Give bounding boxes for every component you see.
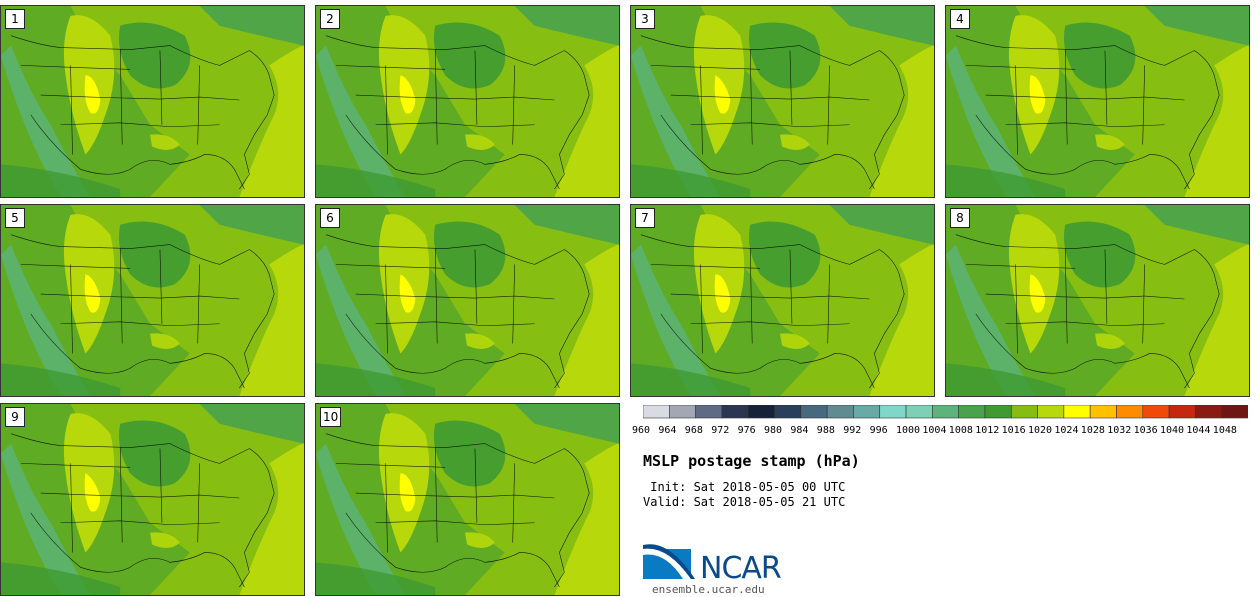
- colorbar-tick-label: 1048: [1212, 425, 1237, 436]
- colorbar-swatch: [984, 405, 1012, 419]
- colorbar-swatch: [905, 405, 933, 419]
- member-number-label: 2: [320, 9, 340, 29]
- colorbar-swatch: [1168, 405, 1196, 419]
- member-number-label: 8: [950, 208, 970, 228]
- mslp-field-map: [631, 6, 934, 197]
- mslp-field-map: [316, 205, 619, 396]
- colorbar-swatch: [1089, 405, 1117, 419]
- mslp-field-map: [1, 205, 304, 396]
- colorbar-swatch: [1010, 405, 1038, 419]
- colorbar-tick-label: 1044: [1186, 425, 1211, 436]
- postage-stamp-panel: 5: [0, 204, 305, 397]
- colorbar-tick-label: 1000: [896, 425, 921, 436]
- colorbar-tick-label: 1004: [922, 425, 947, 436]
- colorbar-swatch: [1142, 405, 1170, 419]
- mslp-field-map: [1, 6, 304, 197]
- colorbar-tick-label: 988: [816, 425, 835, 436]
- member-number-label: 6: [320, 208, 340, 228]
- postage-stamp-panel: 7: [630, 204, 935, 397]
- colorbar-tick-label: 992: [843, 425, 862, 436]
- colorbar-tick-label: 1028: [1080, 425, 1105, 436]
- colorbar-swatch: [932, 405, 959, 419]
- colorbar-swatch: [800, 405, 828, 419]
- colorbar-tick-label: 1032: [1107, 425, 1132, 436]
- colorbar-swatch: [1063, 405, 1091, 419]
- init-time: Init: Sat 2018-05-05 00 UTC: [643, 480, 846, 494]
- member-number-label: 9: [5, 407, 25, 427]
- colorbar-tick-label: 980: [764, 425, 783, 436]
- colorbar-swatch: [1195, 405, 1222, 419]
- colorbar-tick-label: 960: [632, 425, 651, 436]
- member-number-label: 10: [320, 407, 342, 427]
- postage-stamp-panel: 10: [315, 403, 620, 596]
- mslp-field-map: [316, 6, 619, 197]
- member-number-label: 1: [5, 9, 25, 29]
- colorbar-tick-label: 1040: [1160, 425, 1185, 436]
- colorbar-swatch: [669, 405, 696, 419]
- mslp-field-map: [1, 404, 304, 595]
- colorbar-tick-label: 964: [658, 425, 677, 436]
- mslp-field-map: [946, 6, 1249, 197]
- colorbar-swatch: [643, 405, 670, 419]
- member-number-label: 5: [5, 208, 25, 228]
- ncar-logo-text: NCAR: [700, 551, 782, 586]
- colorbar-tick-label: 1008: [948, 425, 973, 436]
- colorbar-swatch: [853, 405, 881, 419]
- colorbar-swatch: [958, 405, 986, 419]
- postage-stamp-panel: 4: [945, 5, 1250, 198]
- postage-stamp-panel: 6: [315, 204, 620, 397]
- colorbar-tick-label: 1024: [1054, 425, 1079, 436]
- colorbar-labels: 960 964 968 972 976 980 984 988 992 996 1000 1004 10…: [632, 425, 1252, 439]
- colorbar-swatch: [721, 405, 749, 419]
- postage-stamp-panel: 2: [315, 5, 620, 198]
- colorbar-tick-label: 972: [711, 425, 730, 436]
- colorbar-swatch: [774, 405, 802, 419]
- colorbar-tick-label: 1036: [1133, 425, 1158, 436]
- pressure-colorbar: [643, 405, 1248, 419]
- chart-title: MSLP postage stamp (hPa): [643, 452, 860, 470]
- colorbar-swatch: [879, 405, 907, 419]
- colorbar-tick-label: 968: [684, 425, 703, 436]
- colorbar-swatch: [1037, 405, 1065, 419]
- colorbar-swatch: [747, 405, 775, 419]
- colorbar-swatch: [1116, 405, 1144, 419]
- postage-stamp-panel: 1: [0, 5, 305, 198]
- colorbar-swatch: [695, 405, 723, 419]
- member-number-label: 4: [950, 9, 970, 29]
- member-number-label: 7: [635, 208, 655, 228]
- mslp-field-map: [316, 404, 619, 595]
- colorbar-swatch: [1221, 405, 1248, 419]
- postage-stamp-panel: 3: [630, 5, 935, 198]
- colorbar-tick-label: 984: [790, 425, 809, 436]
- colorbar-tick-label: 1020: [1028, 425, 1053, 436]
- mslp-field-map: [946, 205, 1249, 396]
- postage-stamp-panel: 8: [945, 204, 1250, 397]
- ncar-logo-icon: [643, 544, 695, 579]
- colorbar-tick-label: 976: [737, 425, 756, 436]
- mslp-field-map: [631, 205, 934, 396]
- postage-stamp-panel: 9: [0, 403, 305, 596]
- member-number-label: 3: [635, 9, 655, 29]
- logo-url: ensemble.ucar.edu: [652, 583, 765, 596]
- colorbar-tick-label: 1012: [975, 425, 1000, 436]
- colorbar-tick-label: 996: [869, 425, 888, 436]
- colorbar-tick-label: 1016: [1001, 425, 1026, 436]
- colorbar-swatch: [826, 405, 854, 419]
- valid-time: Valid: Sat 2018-05-05 21 UTC: [643, 495, 846, 509]
